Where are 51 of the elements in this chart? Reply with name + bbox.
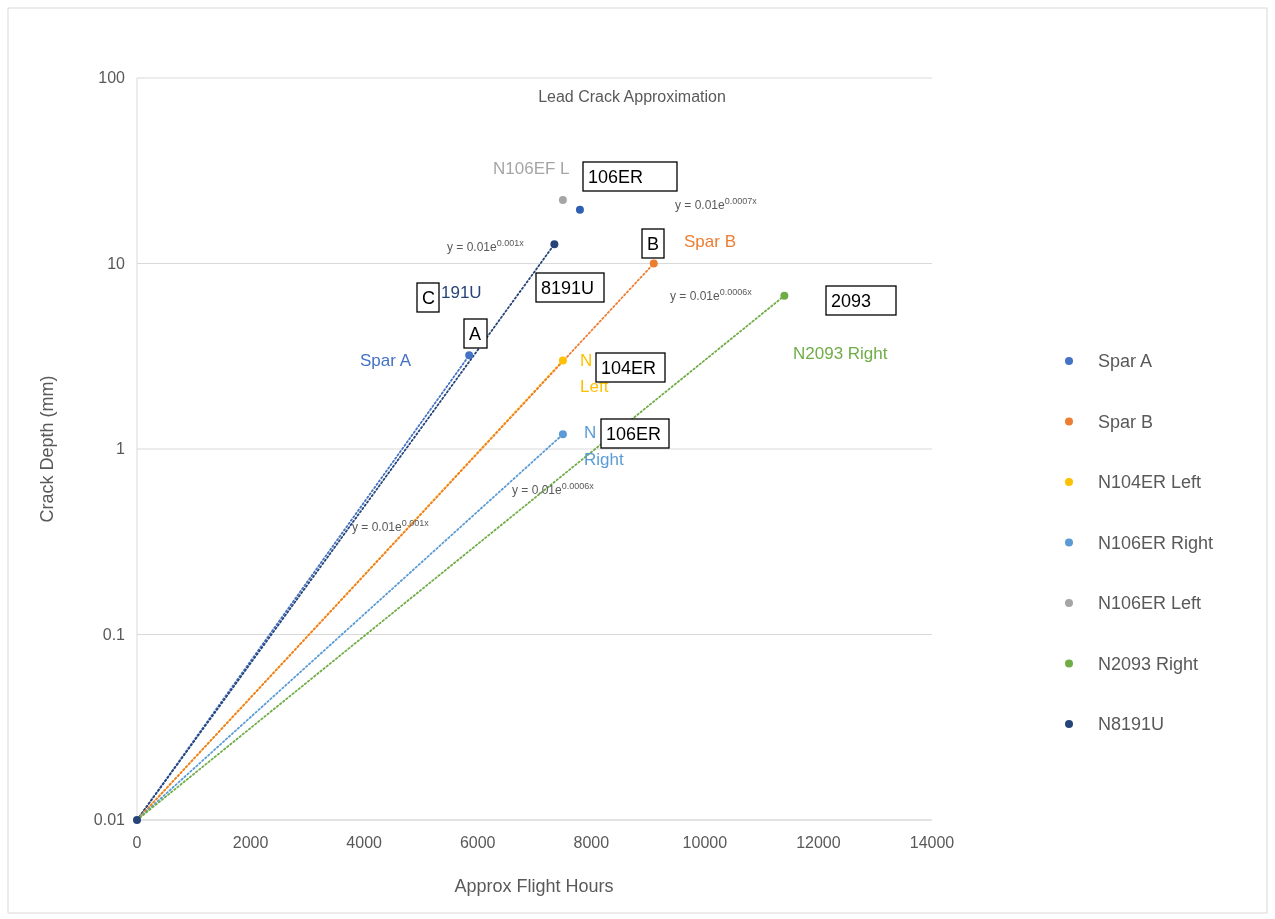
annotation: B (647, 234, 660, 254)
annotation: 2093 (831, 291, 872, 311)
annotation: Spar A (360, 351, 412, 370)
legend-label: N106ER Right (1098, 532, 1214, 553)
annotation: 104ER (601, 358, 657, 378)
annotation: N2093 Right (793, 344, 888, 363)
legend-label: N2093 Right (1098, 653, 1199, 674)
annotation: 191U (441, 283, 482, 302)
annotation: Spar B (684, 232, 736, 251)
annotation: Right (584, 450, 624, 469)
y-axis-title: Crack Depth (mm) (37, 375, 57, 523)
x-tick-label: 8000 (573, 834, 610, 851)
y-tick-label: 1 (116, 440, 126, 457)
point (558, 195, 567, 204)
annotation: N (584, 423, 597, 442)
point (575, 205, 584, 214)
annotation: 106ER (588, 167, 644, 187)
point (649, 259, 658, 268)
annotation: y = 0.01e$^{0.0006x}$ (670, 287, 753, 303)
y-tick-label: 10 (107, 254, 126, 272)
x-axis-title: Approx Flight Hours (454, 876, 614, 896)
annotation: N106EF L (493, 159, 570, 178)
point (550, 240, 559, 249)
legend-label: Spar B (1098, 411, 1154, 432)
legend-label: N8191U (1098, 714, 1165, 734)
x-tick-label: 10000 (682, 834, 728, 851)
point (780, 291, 789, 300)
annotation: y = 0.01e$^{0.001x}$ (447, 238, 525, 254)
y-tick-label: 0.1 (102, 625, 126, 643)
annotation: 106ER (606, 424, 662, 444)
text: Lead Crack Approximation (538, 88, 726, 105)
point (558, 356, 567, 365)
y-tick-label: 0.01 (93, 811, 126, 828)
legend-label: N106ER Left (1098, 593, 1202, 613)
x-tick-label: 0 (132, 834, 142, 851)
legend-label: Spar A (1098, 351, 1153, 371)
point (558, 430, 567, 439)
point (133, 816, 141, 824)
annotation: 8191U (541, 278, 595, 298)
x-tick-label: 12000 (796, 834, 841, 851)
x-tick-label: 6000 (459, 834, 496, 851)
annotation: N (580, 351, 593, 370)
x-tick-label: 2000 (232, 834, 269, 851)
annotation: A (469, 324, 482, 344)
annotation: y = 0.01e$^{0.0007x}$ (675, 196, 758, 212)
legend-label: N104ER Left (1098, 472, 1202, 492)
point (465, 351, 474, 360)
x-tick-label: 14000 (909, 834, 955, 851)
y-tick-label: 100 (98, 69, 126, 86)
x-tick-label: 4000 (346, 834, 383, 851)
annotation: C (422, 288, 435, 308)
